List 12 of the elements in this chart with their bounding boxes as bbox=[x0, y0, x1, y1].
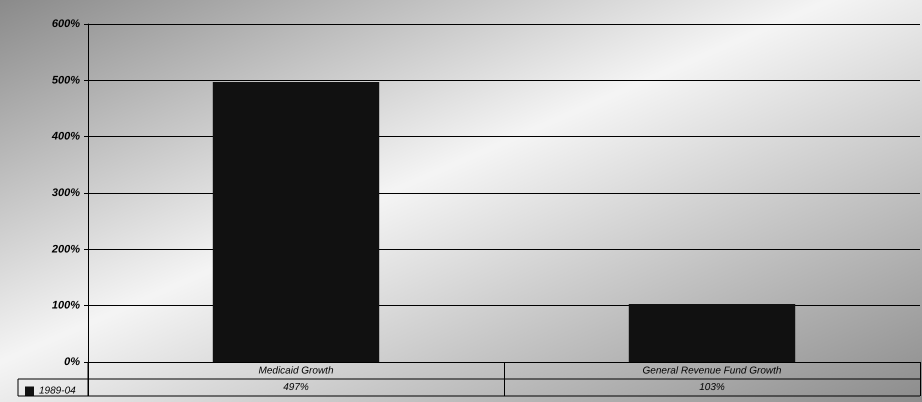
y-tick-label: 400% bbox=[50, 130, 80, 143]
y-tick-label: 200% bbox=[50, 243, 80, 256]
y-tick-label: 300% bbox=[52, 187, 80, 199]
y-tick-label: 0% bbox=[64, 356, 80, 368]
x-tick-label: General Revenue Fund Growth bbox=[642, 366, 782, 376]
data-label: 103% bbox=[699, 382, 725, 393]
legend-label: 1989-04 bbox=[39, 386, 76, 396]
y-tick-label: 600% bbox=[52, 18, 80, 30]
data-label: 497% bbox=[283, 382, 309, 393]
y-tick-label: 500% bbox=[52, 74, 80, 86]
x-tick-label: Medicaid Growth bbox=[258, 366, 334, 376]
y-tick-label: 100% bbox=[52, 300, 80, 312]
